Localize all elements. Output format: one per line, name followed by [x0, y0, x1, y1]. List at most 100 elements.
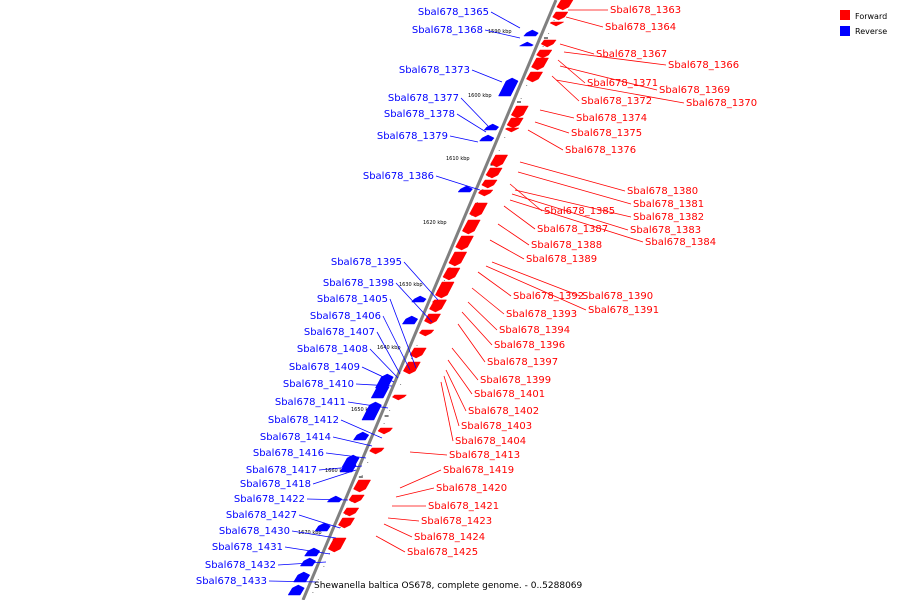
leader-line	[399, 469, 442, 489]
minor-tick	[383, 423, 385, 424]
forward-gene-label: Sbal678_1403	[461, 421, 532, 432]
forward-gene-label: Sbal678_1385	[544, 206, 615, 217]
forward-gene-label: Sbal678_1383	[630, 225, 701, 236]
reverse-gene	[401, 315, 419, 325]
forward-gene	[431, 299, 448, 306]
leader-line	[277, 561, 327, 566]
minor-tick	[548, 33, 550, 34]
forward-gene	[442, 267, 461, 281]
forward-gene-label: Sbal678_1388	[531, 240, 602, 251]
forward-gene-label: Sbal678_1420	[436, 483, 507, 494]
reverse-gene-label: Sbal678_1410	[283, 379, 354, 390]
gene-label-group: Sbal678_1363Sbal678_1364Sbal678_1367Sbal…	[196, 5, 757, 587]
leader-line	[563, 51, 667, 66]
reverse-gene	[352, 431, 370, 441]
reverse-gene	[498, 77, 519, 97]
leader-line	[355, 383, 393, 387]
forward-gene-label: Sbal678_1393	[506, 309, 577, 320]
reverse-gene-label: Sbal678_1398	[323, 278, 394, 289]
minor-tick	[553, 20, 555, 21]
leader-line	[484, 29, 521, 39]
tick-label: 1670 kbp	[298, 530, 322, 536]
reverse-gene-label: Sbal678_1430	[219, 526, 290, 537]
reverse-gene	[370, 383, 390, 399]
reverse-gene-label: Sbal678_1407	[304, 327, 375, 338]
minor-tick	[323, 566, 325, 567]
minor-tick	[487, 176, 489, 177]
leader-line	[490, 11, 521, 29]
tick-label: 1650 kbp	[351, 407, 375, 413]
tick-label: 1660 kbp	[325, 468, 349, 474]
reverse-gene-label: Sbal678_1411	[275, 397, 346, 408]
forward-gene-label: Sbal678_1374	[576, 113, 647, 124]
reverse-gene-label: Sbal678_1417	[246, 465, 317, 476]
forward-gene	[504, 127, 520, 133]
forward-gene	[540, 39, 557, 48]
legend-forward-swatch	[840, 10, 850, 20]
forward-gene-label: Sbal678_1390	[582, 291, 653, 302]
forward-gene-label: Sbal678_1382	[633, 212, 704, 223]
minor-tick	[389, 410, 391, 411]
minor-tick	[361, 475, 363, 476]
leader-line	[517, 171, 632, 205]
leader-line	[387, 517, 420, 522]
reverse-gene-label: Sbal678_1414	[260, 432, 331, 443]
minor-tick	[498, 150, 500, 151]
reverse-gene	[479, 134, 495, 142]
leader-line	[376, 331, 401, 375]
leader-line	[471, 69, 503, 83]
forward-gene-label: Sbal678_1402	[468, 406, 539, 417]
leader-line	[340, 419, 383, 439]
genome-caption: Shewanella baltica OS678, complete genom…	[314, 581, 583, 591]
leader-line	[312, 469, 357, 485]
leader-line	[389, 298, 417, 369]
leader-line	[559, 43, 595, 55]
forward-gene-label: Sbal678_1380	[627, 186, 698, 197]
forward-gene	[549, 21, 565, 27]
legend-forward-label: Forward	[855, 12, 887, 21]
forward-gene	[391, 394, 408, 401]
leader-line	[403, 261, 439, 301]
leader-line	[497, 223, 530, 246]
reverse-gene	[287, 584, 305, 596]
forward-gene-label: Sbal678_1376	[565, 145, 636, 156]
reverse-gene-label: Sbal678_1433	[196, 576, 267, 587]
leader-line	[527, 129, 564, 151]
leader-line	[395, 487, 435, 498]
leader-line	[369, 348, 399, 379]
forward-gene-label: Sbal678_1364	[605, 22, 676, 33]
forward-gene	[526, 71, 544, 83]
forward-gene	[348, 494, 365, 504]
minor-tick	[411, 358, 413, 359]
minor-tick	[504, 137, 506, 138]
leader-line	[509, 199, 644, 243]
leader-line	[332, 436, 373, 447]
legend: Forward Reverse	[840, 10, 887, 36]
forward-gene-label: Sbal678_1397	[487, 357, 558, 368]
leader-line	[395, 282, 433, 323]
leader-line	[361, 366, 395, 383]
forward-gene	[506, 117, 524, 129]
leader-line	[325, 452, 367, 459]
forward-gene-label: Sbal678_1404	[455, 436, 526, 447]
reverse-gene	[293, 571, 311, 583]
minor-tick	[345, 514, 347, 515]
forward-gene-label: Sbal678_1375	[571, 128, 642, 139]
forward-gene	[418, 329, 435, 337]
leader-line	[383, 523, 413, 538]
forward-gene-label: Sbal678_1371	[587, 78, 658, 89]
reverse-gene	[523, 29, 539, 37]
leader-line	[443, 375, 460, 427]
leader-line	[375, 535, 406, 553]
minor-tick	[526, 85, 528, 86]
forward-gene	[477, 189, 494, 197]
leader-line	[485, 265, 587, 311]
leader-line	[557, 59, 586, 84]
reverse-gene	[457, 185, 473, 193]
forward-gene-label: Sbal678_1425	[407, 547, 478, 558]
forward-gene-label: Sbal678_1424	[414, 532, 485, 543]
reverse-gene-label: Sbal678_1395	[331, 257, 402, 268]
reverse-gene-label: Sbal678_1386	[363, 171, 434, 182]
forward-gene-label: Sbal678_1401	[474, 389, 545, 400]
